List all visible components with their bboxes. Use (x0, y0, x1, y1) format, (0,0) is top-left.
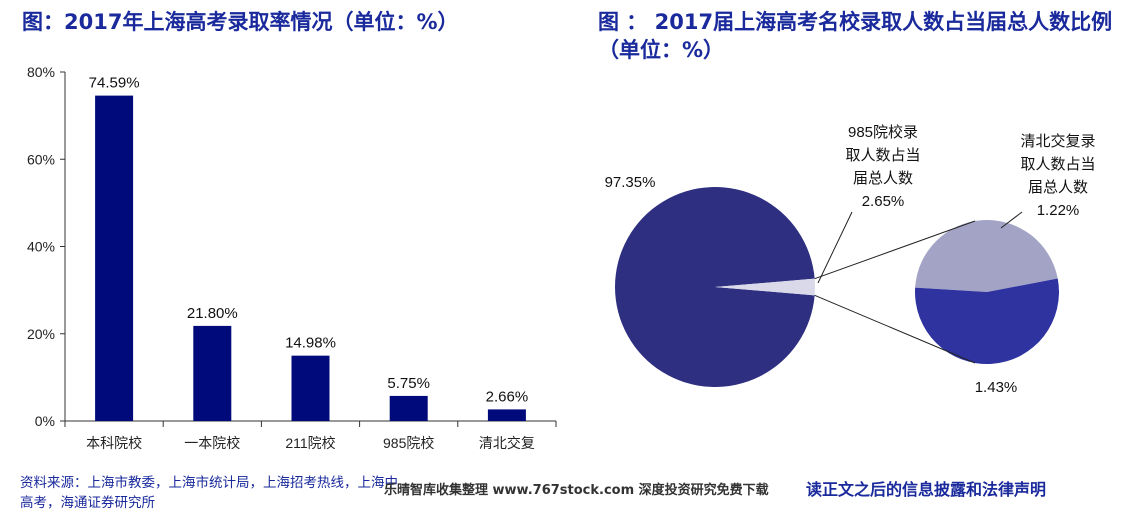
bar (291, 355, 330, 421)
pie-label-985: 取人数占当 (845, 147, 920, 164)
category-label: 本科院校 (86, 435, 142, 451)
connector-line-bottom (814, 294, 976, 364)
category-label: 清北交复 (479, 435, 535, 451)
pie-label-qbjf: 届总人数 (1028, 179, 1088, 196)
category-label: 985院校 (383, 435, 434, 451)
connector-line-top (814, 220, 976, 280)
pie-label-985: 2.65% (862, 193, 905, 210)
y-tick-label: 0% (35, 413, 55, 429)
y-tick-label: 80% (27, 64, 55, 80)
bar (487, 409, 526, 421)
pie-label-main: 97.35% (605, 174, 656, 191)
data-label: 5.75% (387, 375, 430, 392)
category-label: 一本院校 (184, 435, 240, 451)
disclaimer: 读正文之后的信息披露和法律声明 (806, 480, 1047, 499)
pie-label-qbjf: 取人数占当 (1020, 156, 1095, 173)
pie-label-985: 985院校录 (848, 123, 918, 141)
pie-label-qbjf: 清北交复录 (1020, 132, 1095, 150)
y-tick-label: 60% (27, 151, 55, 167)
data-label: 21.80% (187, 305, 238, 322)
bar (193, 325, 232, 421)
leader-line-qbjf (1000, 211, 1023, 229)
pie-label-other: 1.43% (975, 379, 1018, 396)
bar (389, 395, 428, 421)
bar-chart-title: 图：2017年上海高考录取率情况（单位：%） (22, 10, 459, 34)
pie-chart-title: 图 ： 2017届上海高考名校录取人数占当届总人数比例（单位：%） (598, 10, 1113, 62)
watermark: 乐晴智库收集整理 www.767stock.com 深度投资研究免费下载 (384, 483, 769, 498)
category-label: 211院校 (285, 435, 335, 451)
sub-pie-slice-qbjf (915, 220, 1058, 292)
bar (95, 95, 134, 421)
pie-slice-main (614, 186, 815, 388)
sub-pie-slice-other (915, 278, 1059, 365)
y-tick-label: 20% (27, 326, 55, 342)
pie-label-qbjf: 1.22% (1037, 202, 1080, 219)
pie-label-985: 届总人数 (853, 170, 913, 187)
data-label: 2.66% (486, 388, 529, 405)
y-tick-label: 40% (27, 239, 55, 255)
data-label: 14.98% (285, 335, 336, 352)
data-label: 74.59% (89, 75, 140, 92)
leader-line-985 (817, 211, 853, 284)
source-note: 资料来源：上海市教委，上海市统计局，上海招考热线，上海中高考，海通证券研究所 (20, 475, 398, 511)
pie-slice-985 (715, 278, 815, 296)
